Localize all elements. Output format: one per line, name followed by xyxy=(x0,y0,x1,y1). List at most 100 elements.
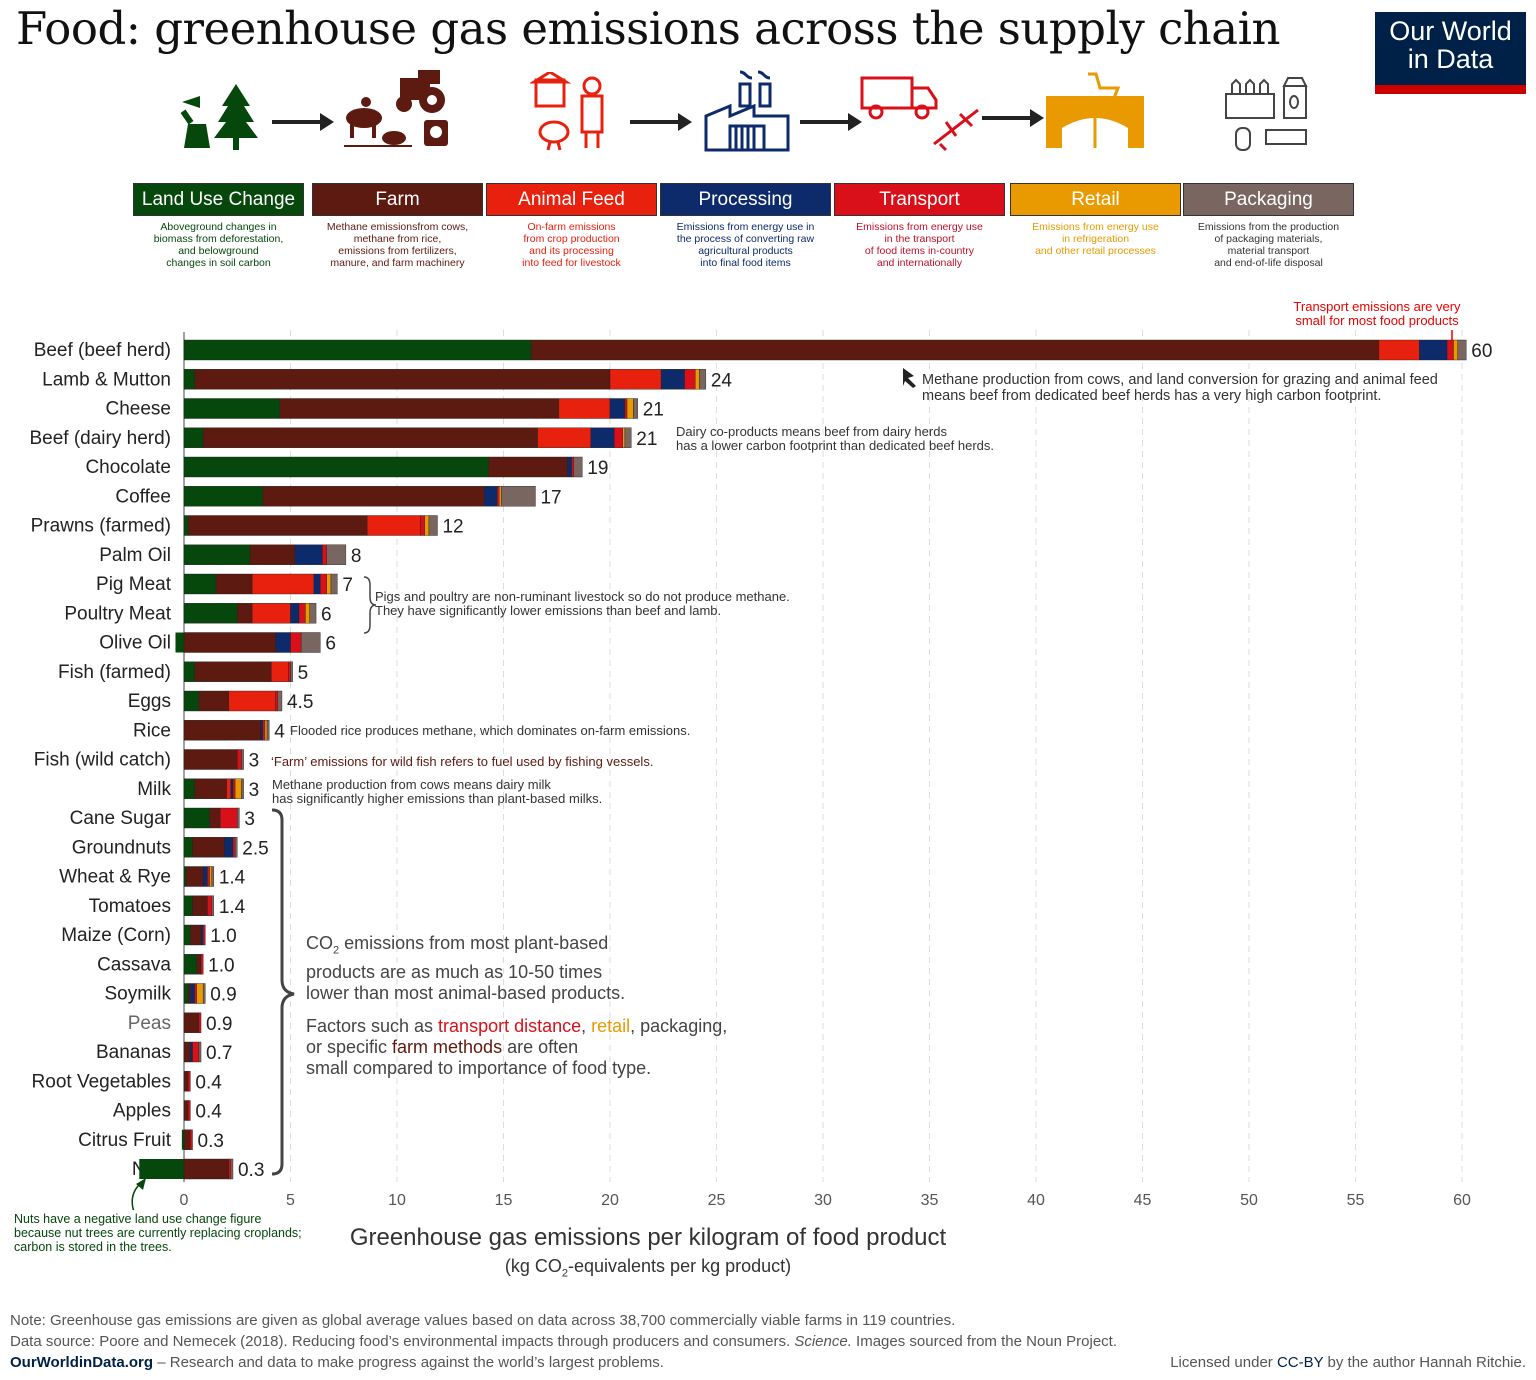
bar-segment-farm xyxy=(215,573,253,595)
stage-box-packaging: Packaging xyxy=(1183,183,1354,216)
bar-segment-packaging xyxy=(624,427,632,448)
bar-segment-farm xyxy=(183,1129,191,1150)
license-link[interactable]: CC-BY xyxy=(1276,1354,1324,1371)
category-label: Peas xyxy=(128,1013,171,1034)
x-axis-title: Greenhouse gas emissions per kilogram of… xyxy=(349,1224,947,1251)
total-label: 4 xyxy=(274,721,285,742)
total-label: 6 xyxy=(325,634,336,655)
x-tick-label: 25 xyxy=(708,1192,726,1209)
stage-description-line: from crop production xyxy=(523,233,620,245)
bar-segment-transport xyxy=(420,515,425,536)
bar-segment-land-use-change xyxy=(175,632,184,653)
bar-segment-farm xyxy=(237,603,253,624)
stage-description-line: Emissions from energy use in xyxy=(676,221,815,233)
stage-description-line: Emissions from energy use xyxy=(1032,221,1159,233)
dairy-note-line: has a lower carbon footprint than dedica… xyxy=(676,438,994,453)
category-label: Olive Oil xyxy=(99,633,171,654)
bar-segment-farm xyxy=(279,398,560,419)
category-label: Apples xyxy=(113,1101,171,1122)
plant-note-line: products are as much as 10-50 times xyxy=(306,961,603,982)
stage-description-line: biomass from deforestation, xyxy=(153,233,284,245)
bar-segment-transport xyxy=(614,427,623,448)
factors-text: or specific xyxy=(306,1037,393,1057)
bar-segment-packaging xyxy=(699,369,707,390)
total-label: 12 xyxy=(442,517,463,538)
bar-segment-packaging xyxy=(241,749,244,770)
total-label: 1.4 xyxy=(219,868,246,889)
bar-segment-transport xyxy=(194,983,197,1004)
bar-segment-retail xyxy=(626,398,634,419)
stage-description-line: Emissions from the production xyxy=(1197,221,1340,233)
plant-note-line1: CO2 emissions from most plant-based xyxy=(306,933,625,962)
category-label: Wheat & Rye xyxy=(59,867,171,888)
bar-segment-farm xyxy=(192,837,225,858)
factors-text: , packaging, xyxy=(630,1016,728,1036)
bar-segment-farm xyxy=(196,954,202,975)
owid-logo[interactable]: Our World in Data xyxy=(1375,12,1526,94)
x-tick-label: 60 xyxy=(1453,1192,1471,1209)
category-label: Coffee xyxy=(115,486,171,507)
bar-segment-processing xyxy=(200,924,204,946)
bar-segment-packaging xyxy=(573,456,583,478)
retail-icon xyxy=(1046,72,1144,148)
category-label: Eggs xyxy=(128,691,171,712)
bar-segment-packaging xyxy=(230,1158,234,1180)
bar-segment-packaging xyxy=(234,837,238,858)
stage-description-line: in refrigeration xyxy=(1061,233,1130,245)
factors-transport: transport distance xyxy=(438,1016,582,1036)
bar-segment-transport xyxy=(496,486,500,507)
bar-segment-animal-feed xyxy=(558,398,611,419)
plant-based-note: CO2 emissions from most plant-based prod… xyxy=(306,933,625,1004)
factors-text: are often xyxy=(502,1037,579,1057)
x-tick-label: 55 xyxy=(1347,1192,1365,1209)
category-label: Rice xyxy=(133,720,171,741)
bar-segment-animal-feed xyxy=(609,369,662,390)
total-label: 0.3 xyxy=(238,1160,264,1181)
bar-segment-farm xyxy=(183,1012,200,1033)
x-tick-label: 45 xyxy=(1134,1192,1152,1209)
bar-segment-processing xyxy=(260,720,264,741)
stage-description: Emissions from energy use in the transpor… xyxy=(830,221,1009,269)
total-label: 21 xyxy=(636,429,657,450)
pig-note-line: They have significantly lower emissions … xyxy=(375,603,722,618)
factors-farm: farm methods xyxy=(392,1037,503,1057)
transport-note: Transport emissions are very small for m… xyxy=(1264,300,1490,328)
transport-icon xyxy=(860,76,979,152)
category-label: Tomatoes xyxy=(89,896,171,917)
stage-description-line: methane from rice, xyxy=(353,233,442,245)
bar-segment-transport xyxy=(232,778,236,799)
stage-description: Emissions from the production of packagin… xyxy=(1179,221,1358,269)
stage-description-line: and internationally xyxy=(876,257,963,269)
bar-segment-packaging xyxy=(241,778,244,799)
bar-segment-packaging xyxy=(202,983,206,1004)
plant-brace xyxy=(271,808,295,1176)
x-tick-label: 5 xyxy=(286,1192,295,1209)
site-link[interactable]: OurWorldinData.org xyxy=(10,1354,154,1371)
x-tick-label: 15 xyxy=(495,1192,513,1209)
bar-segment-animal-feed xyxy=(271,661,289,682)
category-label: Beef (dairy herd) xyxy=(29,428,171,449)
arrow-icon xyxy=(630,113,692,131)
total-label: 0.7 xyxy=(206,1043,232,1064)
bar-segment-processing xyxy=(224,837,234,858)
bar-segment-transport xyxy=(188,1071,191,1092)
x-tick-label: 30 xyxy=(814,1192,832,1209)
factors-text: , xyxy=(581,1016,592,1036)
bar-segment-processing xyxy=(230,778,234,799)
bar-segment-farm xyxy=(488,456,568,478)
farm-icon xyxy=(344,70,448,147)
category-label: Cassava xyxy=(97,954,171,975)
stage-box-land-use-change: Land Use Change xyxy=(133,183,304,216)
bar-segment-animal-feed xyxy=(228,690,276,712)
x-tick-label: 40 xyxy=(1027,1192,1045,1209)
bar-segment-retail xyxy=(234,778,242,799)
pig-brace xyxy=(363,576,377,634)
bar-segment-retail xyxy=(209,866,212,887)
bar-segment-land-use-change xyxy=(183,339,532,361)
category-label: Fish (wild catch) xyxy=(34,750,171,771)
land-use-icon xyxy=(180,84,258,150)
stage-box-farm: Farm xyxy=(312,183,483,216)
total-label: 2.5 xyxy=(242,838,268,859)
bar-segment-farm xyxy=(192,895,208,916)
bar-segment-land-use-change xyxy=(183,954,197,975)
